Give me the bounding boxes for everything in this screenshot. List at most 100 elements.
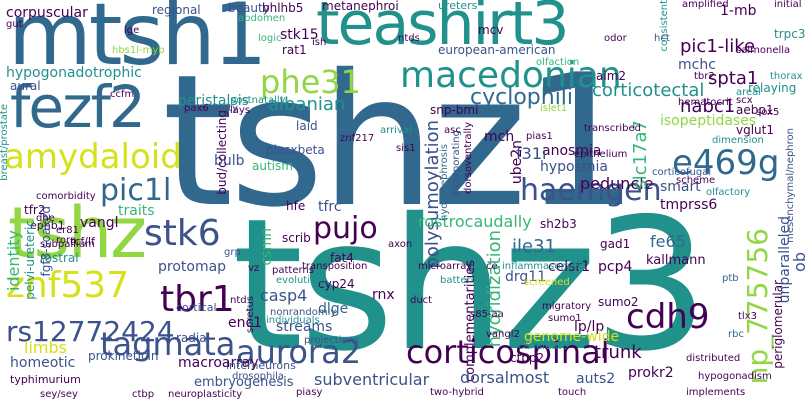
word: phe31 (260, 63, 361, 101)
word: vglut1 (736, 123, 774, 137)
word: subpallium (40, 239, 95, 250)
word: albanian (268, 94, 346, 115)
word: initial (774, 0, 802, 10)
word: ob (790, 252, 808, 272)
word: embryogenesis (194, 375, 294, 390)
word: macedonian (400, 55, 622, 96)
word: hypogonadotrophic (6, 65, 142, 81)
word: spta1 (708, 68, 759, 89)
word: polarity (200, 103, 239, 114)
word: interneurons (226, 359, 296, 372)
word: individuals (266, 315, 320, 326)
word: aurora2 (236, 333, 362, 371)
word: bud/collecting (215, 110, 229, 195)
word: tbr2 (694, 71, 715, 82)
word: 1-mb (720, 3, 757, 19)
word: patterns (272, 265, 314, 276)
word: cdh9 (626, 297, 710, 337)
word: lp/lp (574, 319, 605, 335)
word: trunk (594, 342, 642, 363)
word: protomap (158, 259, 227, 275)
word: lays (230, 105, 251, 116)
word: rat1 (282, 43, 307, 57)
word: kallmann (646, 253, 706, 268)
word: ce (486, 261, 498, 272)
word: rbc (728, 329, 744, 340)
word: consistent (659, 0, 670, 52)
word: screened (524, 277, 570, 288)
word: regional (152, 3, 201, 17)
word: pelvi-ureteric (23, 220, 37, 300)
word: ccfm (110, 89, 135, 100)
word: scx (736, 95, 753, 106)
word: tmprss6 (660, 197, 718, 213)
word: areal (736, 87, 762, 98)
word: pujo (313, 211, 378, 246)
word: tshz1 (162, 35, 639, 247)
word: sumo2 (598, 295, 639, 309)
word: transposition (302, 261, 368, 272)
word: macroarray (178, 355, 259, 371)
word: pcp4 (598, 259, 633, 275)
word: thorax (770, 71, 803, 82)
word: prokr2 (628, 365, 674, 381)
word: ureters (438, 0, 478, 12)
word: znf537 (6, 265, 130, 306)
word: distributed (686, 353, 741, 364)
word: amydaloid (4, 137, 182, 177)
word: auts2 (576, 371, 616, 387)
word: aim2 (596, 69, 627, 83)
word: celsr1 (548, 259, 591, 275)
word: islet1 (540, 103, 568, 114)
word: stk15 (280, 27, 319, 43)
word: cyp24 (318, 277, 355, 291)
word: projections (304, 335, 360, 346)
word: nabc1 (680, 96, 736, 117)
word: sey/sey (40, 389, 78, 400)
word: teashirt3 (316, 0, 570, 59)
word: amplified (682, 0, 729, 10)
word: corticofugal (652, 167, 712, 178)
word: homeotic (10, 355, 76, 371)
word: sox5 (756, 107, 780, 118)
word: tlx3 (738, 311, 757, 322)
word: logic (258, 33, 282, 44)
word: genome-wide (524, 329, 620, 345)
word: relaying (748, 81, 797, 95)
word: f31i (516, 144, 547, 163)
word: gad1 (600, 237, 631, 251)
word: rostrocaudally (418, 212, 532, 231)
word: hypogonadism (698, 371, 772, 382)
word: hfe (286, 199, 306, 213)
word: hydronephrosis (439, 144, 450, 221)
word: abdomen (238, 13, 286, 24)
word: laid (296, 119, 318, 133)
word: cyclophilin (470, 85, 587, 110)
word: axon (388, 239, 413, 250)
word: mchc (678, 57, 716, 73)
word: typhimurium (10, 373, 81, 386)
word: arrival (380, 125, 412, 136)
word: prokineticin (88, 349, 159, 363)
word: implements (686, 387, 746, 398)
word: ile31 (512, 236, 556, 257)
word: two-hybrid (430, 387, 484, 398)
word: stk6 (144, 213, 221, 254)
word: fat4 (330, 251, 354, 265)
word: s85-aa (470, 309, 504, 320)
word: tagmata (100, 325, 236, 363)
word: vangl2 (486, 329, 520, 340)
word: peristalsis (178, 93, 249, 109)
word: streams (276, 319, 333, 335)
word: peduncle (580, 174, 654, 193)
word: dlge (318, 301, 349, 317)
word: subventricular (314, 370, 430, 389)
word: mtsh1 (8, 0, 268, 85)
word: vangl (80, 215, 119, 231)
word: autism (252, 159, 293, 173)
word: ctbp2 (510, 351, 545, 365)
word: hbs1l-myb (112, 45, 165, 56)
word: salmonella (736, 45, 791, 56)
word: np_775756 (741, 228, 774, 385)
